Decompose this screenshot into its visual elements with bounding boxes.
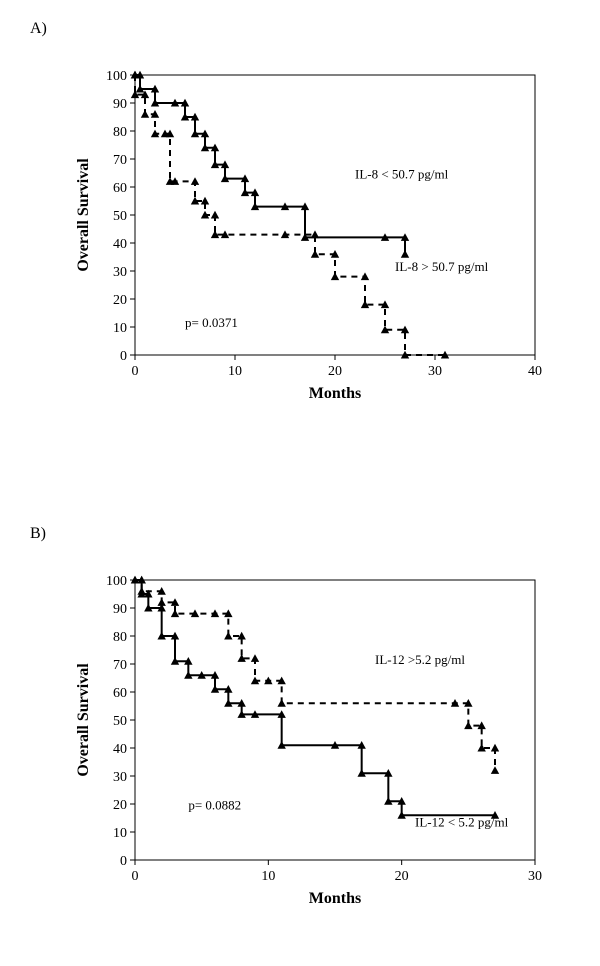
svg-text:IL-12 >5.2 pg/ml: IL-12 >5.2 pg/ml: [375, 652, 465, 667]
svg-text:90: 90: [113, 602, 127, 617]
svg-text:IL-8 < 50.7 pg/ml: IL-8 < 50.7 pg/ml: [355, 167, 449, 182]
svg-text:80: 80: [113, 125, 127, 140]
svg-text:30: 30: [113, 265, 127, 280]
svg-text:p= 0.0882: p= 0.0882: [188, 798, 241, 813]
svg-text:60: 60: [113, 181, 127, 196]
svg-text:0: 0: [120, 854, 127, 869]
svg-text:IL-8 > 50.7 pg/ml: IL-8 > 50.7 pg/ml: [395, 259, 489, 274]
svg-text:Overall Survival: Overall Survival: [75, 663, 92, 777]
svg-text:40: 40: [528, 364, 542, 379]
svg-text:80: 80: [113, 630, 127, 645]
svg-text:Months: Months: [309, 890, 361, 907]
svg-text:100: 100: [106, 574, 127, 589]
svg-text:20: 20: [113, 293, 127, 308]
svg-text:20: 20: [395, 869, 409, 884]
svg-text:60: 60: [113, 686, 127, 701]
survival-chart-b: 0 10 20 30 40 50 60 70 80 90 100 0 10 20 30 Months Overa…: [70, 570, 550, 915]
svg-text:100: 100: [106, 69, 127, 84]
panel-a-chart: 0 10 20 30 40 50 60 70 80 90 100 0 10 20 30 40 Months Ove…: [70, 65, 550, 410]
svg-text:0: 0: [120, 349, 127, 364]
svg-text:90: 90: [113, 97, 127, 112]
svg-text:20: 20: [113, 798, 127, 813]
panel-b-chart: 0 10 20 30 40 50 60 70 80 90 100 0 10 20 30 Months Overa…: [70, 570, 550, 915]
svg-text:30: 30: [528, 869, 542, 884]
svg-text:10: 10: [113, 826, 127, 841]
svg-text:30: 30: [428, 364, 442, 379]
svg-text:IL-12 < 5.2 pg/ml: IL-12 < 5.2 pg/ml: [415, 814, 509, 829]
panel-a-label: A): [30, 20, 47, 38]
svg-text:20: 20: [328, 364, 342, 379]
svg-text:40: 40: [113, 237, 127, 252]
svg-text:70: 70: [113, 153, 127, 168]
svg-text:10: 10: [113, 321, 127, 336]
svg-text:40: 40: [113, 742, 127, 757]
svg-text:50: 50: [113, 209, 127, 224]
svg-text:0: 0: [132, 364, 139, 379]
svg-text:10: 10: [261, 869, 275, 884]
svg-text:0: 0: [132, 869, 139, 884]
svg-text:30: 30: [113, 770, 127, 785]
svg-text:Overall Survival: Overall Survival: [75, 158, 92, 272]
panel-b-label: B): [30, 525, 46, 543]
svg-text:10: 10: [228, 364, 242, 379]
svg-text:Months: Months: [309, 385, 361, 402]
svg-text:p= 0.0371: p= 0.0371: [185, 315, 238, 330]
svg-text:70: 70: [113, 658, 127, 673]
svg-text:50: 50: [113, 714, 127, 729]
survival-chart-a: 0 10 20 30 40 50 60 70 80 90 100 0 10 20 30 40 Months Ove…: [70, 65, 550, 410]
